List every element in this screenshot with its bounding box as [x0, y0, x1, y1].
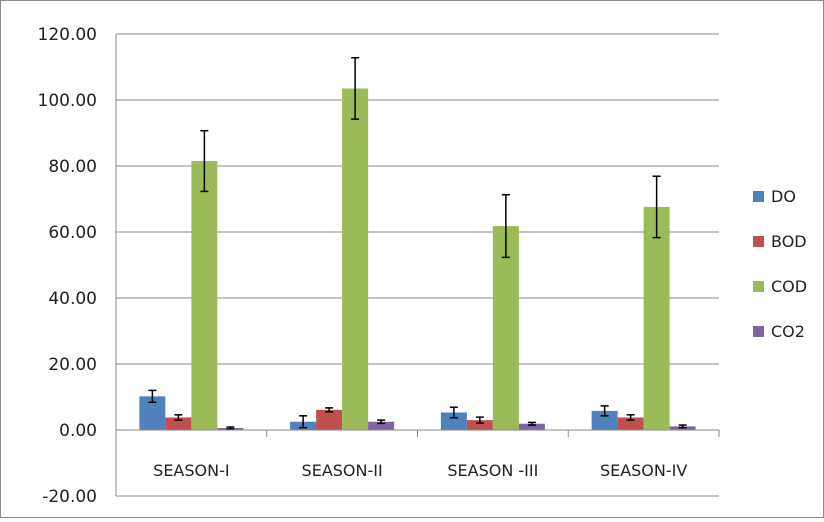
bar-cod: [492, 226, 519, 430]
bar-do: [591, 410, 618, 430]
y-axis-ticks: -20.00 0.00 20.00 40.00 60.00 80.00 100.00 120.…: [38, 25, 97, 507]
category-label: SEASON-IV: [600, 461, 687, 480]
error-bars: [148, 57, 687, 430]
y-tick-label: 80.00: [48, 157, 97, 177]
bar-cod: [191, 161, 218, 431]
y-tick-label: 0.00: [59, 421, 97, 441]
y-tick-label: 40.00: [48, 289, 97, 309]
bar-cod: [643, 206, 670, 430]
bar-co2: [368, 421, 395, 430]
bar-bod: [466, 420, 493, 430]
axes: [115, 34, 720, 496]
category-label: SEASON -III: [447, 461, 538, 480]
y-tick-label: 60.00: [48, 223, 97, 243]
legend-swatch-do: [753, 191, 764, 202]
y-tick-label: 100.00: [38, 91, 97, 111]
y-tick-label: 120.00: [38, 25, 97, 45]
category-label: SEASON-II: [302, 461, 383, 480]
legend-swatch-bod: [753, 236, 764, 247]
bar-bod: [617, 417, 644, 430]
y-tick-label: -20.00: [42, 487, 97, 507]
legend-label: BOD: [771, 232, 807, 251]
bar-bod: [316, 409, 343, 430]
category-labels: SEASON-I SEASON-II SEASON -III SEASON-IV: [153, 461, 687, 480]
bars: [139, 88, 696, 431]
y-tick-label: 20.00: [48, 355, 97, 375]
legend-label: DO: [771, 187, 796, 206]
bar-do: [440, 412, 467, 430]
category-label: SEASON-I: [153, 461, 229, 480]
legend-label: CO2: [771, 322, 805, 341]
legend-swatch-cod: [753, 281, 764, 292]
legend-swatch-co2: [753, 326, 764, 337]
bar-bod: [165, 417, 192, 430]
legend-label: COD: [771, 277, 807, 296]
bar-cod: [342, 88, 369, 430]
bar-co2: [518, 423, 545, 430]
legend: DO BOD COD CO2: [753, 187, 807, 341]
